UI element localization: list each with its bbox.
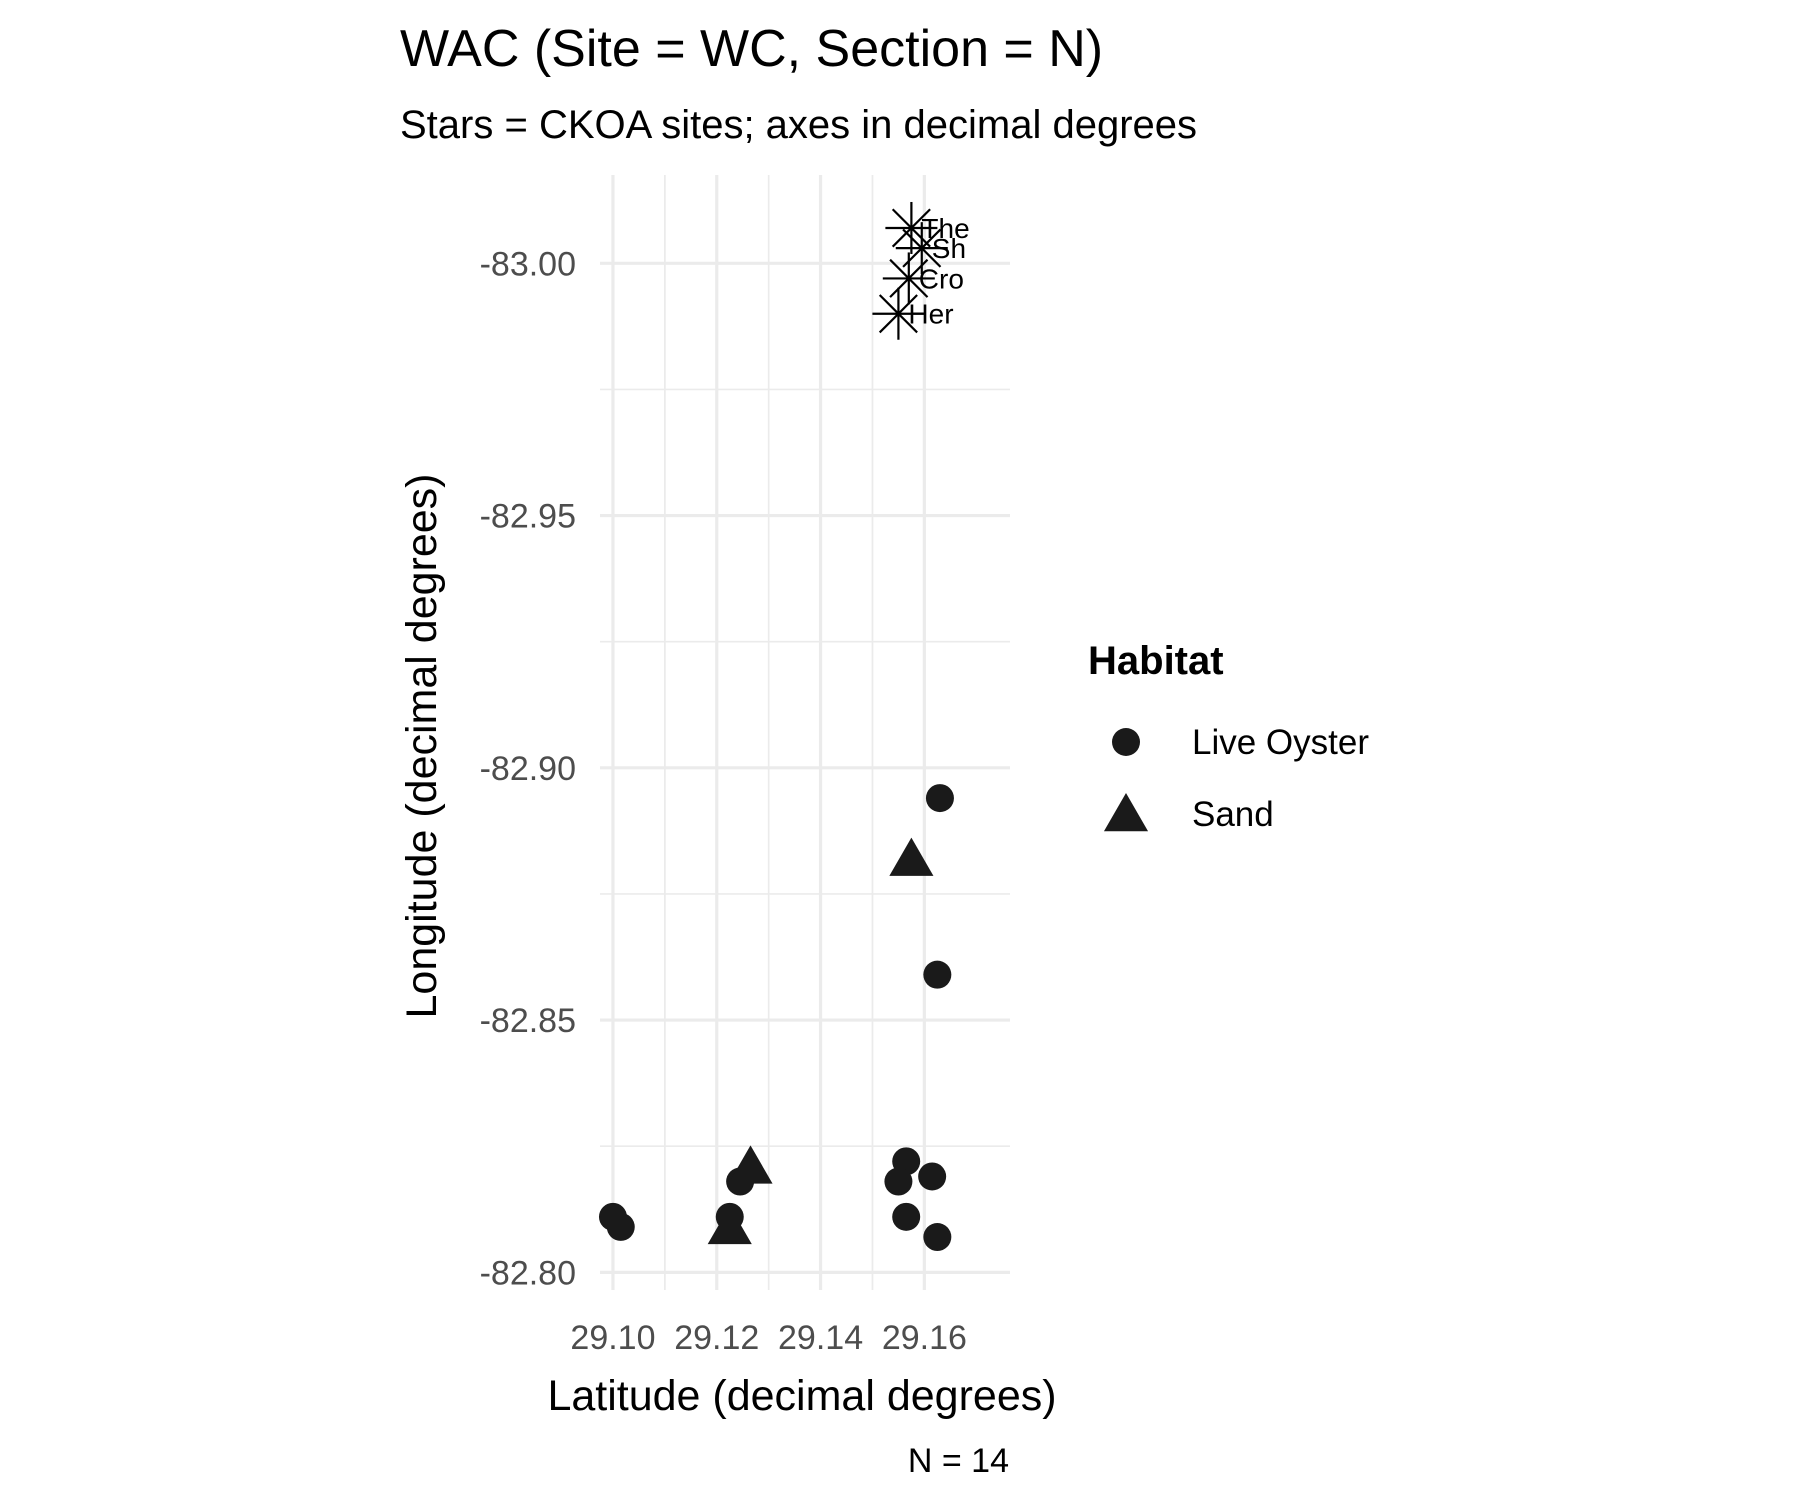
live-oyster-point — [892, 1202, 921, 1231]
y-tick-label: -82.85 — [480, 1002, 576, 1040]
ckoa-site-label: Her — [908, 299, 953, 330]
live-oyster-point — [884, 1167, 913, 1196]
sand-point — [889, 837, 934, 876]
live-oyster-point — [923, 1223, 952, 1252]
legend: Habitat Live Oyster Sand — [1088, 639, 1369, 834]
ckoa-site-star — [885, 201, 938, 254]
x-tick-label: 29.10 — [570, 1319, 655, 1357]
x-axis-ticks: 29.10 29.12 29.14 29.16 — [570, 1319, 966, 1357]
legend-key-circle — [1112, 728, 1140, 756]
ckoa-site-star — [872, 287, 925, 340]
chart-caption: N = 14 — [908, 1442, 1009, 1480]
y-axis-title: Longitude (decimal degrees) — [398, 474, 446, 1019]
y-tick-label: -82.80 — [480, 1254, 576, 1292]
x-tick-label: 29.12 — [674, 1319, 759, 1357]
grid-layer — [600, 175, 1010, 1290]
y-tick-label: -83.00 — [480, 245, 576, 283]
live-oyster-point — [918, 1162, 947, 1191]
sand-point — [707, 1205, 752, 1245]
ckoa-site-label: Sh — [932, 233, 966, 264]
legend-key-triangle — [1103, 793, 1149, 832]
x-tick-label: 29.14 — [778, 1319, 863, 1357]
legend-items: Live Oyster Sand — [1103, 723, 1369, 834]
chart-subtitle: Stars = CKOA sites; axes in decimal degr… — [400, 103, 1197, 147]
legend-label: Sand — [1192, 795, 1274, 834]
y-axis-ticks: -83.00 -82.95 -82.90 -82.85 -82.80 — [480, 245, 576, 1292]
ckoa-site-label: The — [921, 213, 969, 244]
legend-title: Habitat — [1088, 639, 1224, 683]
live-oyster-point — [923, 960, 952, 989]
live-oyster-point — [925, 784, 954, 813]
chart-title: WAC (Site = WC, Section = N) — [400, 20, 1103, 78]
live-oyster-point — [606, 1212, 635, 1241]
x-tick-label: 29.16 — [882, 1319, 967, 1357]
y-tick-label: -82.90 — [480, 750, 576, 788]
legend-label: Live Oyster — [1192, 723, 1369, 762]
series-sand — [707, 837, 934, 1245]
sand-point — [728, 1145, 773, 1184]
series-live-oyster — [598, 784, 954, 1252]
y-tick-label: -82.95 — [480, 498, 576, 536]
ckoa-site-label: Cro — [919, 263, 964, 294]
ckoa-site-star — [882, 252, 935, 305]
x-axis-title: Latitude (decimal degrees) — [547, 1372, 1056, 1420]
